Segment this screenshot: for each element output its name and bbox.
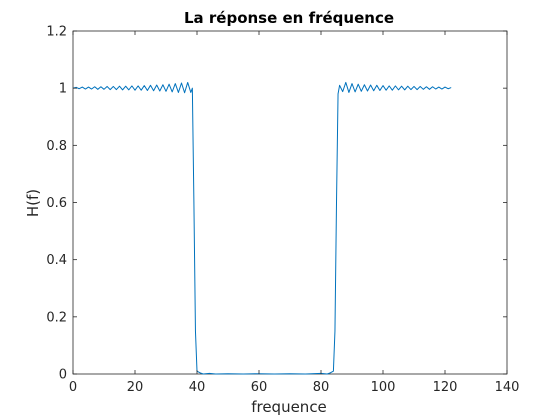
x-tick-label: 100 bbox=[371, 380, 396, 395]
y-tick-label: 0.4 bbox=[46, 253, 67, 268]
data-layer bbox=[72, 81, 452, 375]
y-axis-label: H(f) bbox=[24, 189, 42, 217]
y-tick-label: 0 bbox=[59, 368, 67, 383]
x-tick-label: 80 bbox=[313, 380, 330, 395]
x-tick-label: 40 bbox=[189, 380, 206, 395]
y-tick-label: 0.6 bbox=[46, 196, 67, 211]
series-line-0 bbox=[72, 81, 452, 375]
y-tick-label: 0.2 bbox=[46, 310, 67, 325]
plot-area: 0 20 40 60 80 100 120 140 0 0.2 0.4 0.6 0.8 1 1.2 bbox=[46, 25, 519, 396]
x-tick-label: 140 bbox=[495, 380, 520, 395]
x-tick-label: 120 bbox=[433, 380, 458, 395]
x-tick-label: 20 bbox=[127, 380, 144, 395]
x-axis: 0 20 40 60 80 100 120 140 bbox=[69, 31, 520, 395]
y-tick-label: 1.2 bbox=[46, 25, 67, 40]
y-axis: 0 0.2 0.4 0.6 0.8 1 1.2 bbox=[46, 25, 507, 383]
y-tick-label: 0.8 bbox=[46, 139, 67, 154]
y-tick-label: 1 bbox=[59, 82, 67, 97]
chart-title: La réponse en fréquence bbox=[184, 9, 394, 27]
x-tick-label: 0 bbox=[69, 380, 77, 395]
axes-box bbox=[72, 30, 508, 375]
x-axis-label: frequence bbox=[251, 398, 327, 416]
x-tick-label: 60 bbox=[251, 380, 268, 395]
